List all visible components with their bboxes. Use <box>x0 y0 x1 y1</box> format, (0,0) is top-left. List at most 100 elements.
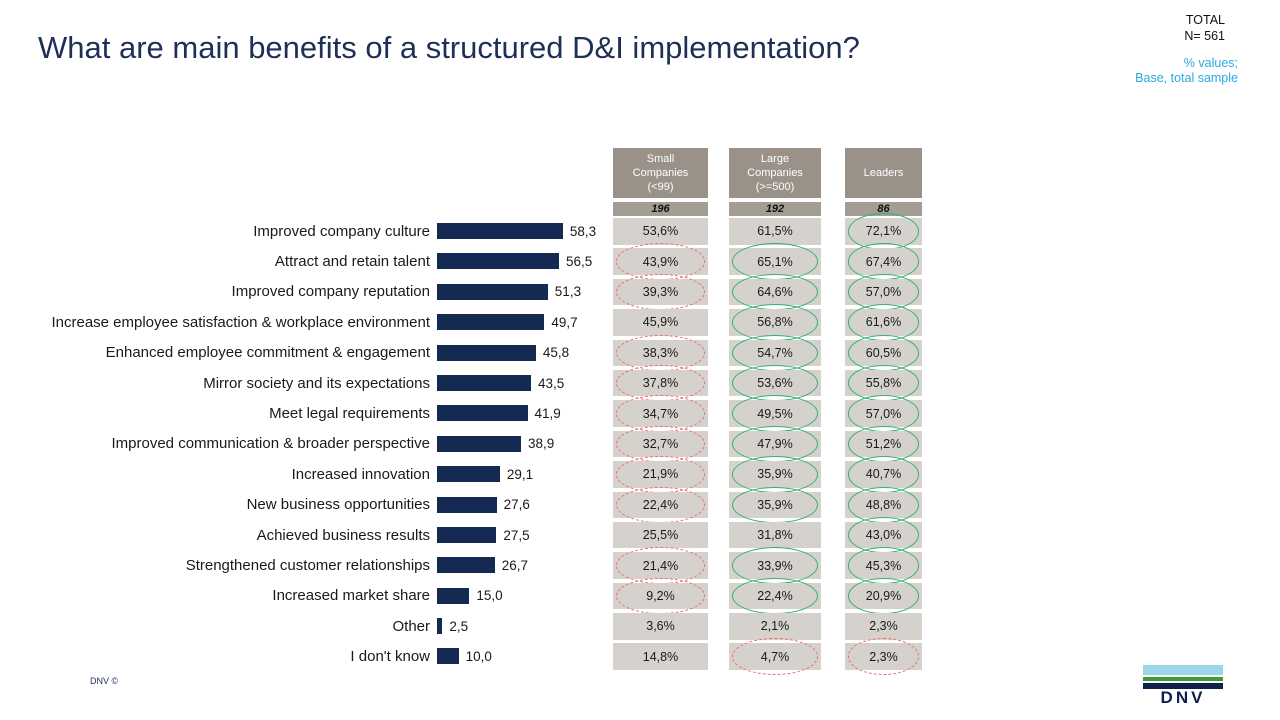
cell-small-companies: 38,3% <box>613 334 708 372</box>
cell-large-value: 35,9% <box>757 467 793 482</box>
cell-large-companies: 54,7% <box>729 334 821 372</box>
total-value-label: 29,1 <box>506 466 534 482</box>
cell-large-value: 4,7% <box>760 649 790 664</box>
note-line-2: Base, total sample <box>1135 71 1238 85</box>
chart-row: Increase employee satisfaction & workpla… <box>0 304 1280 341</box>
cell-small-value: 14,8% <box>642 649 679 664</box>
cell-small-companies: 25,5% <box>613 521 708 549</box>
cell-large-companies: 47,9% <box>729 425 821 463</box>
total-bar <box>437 648 459 665</box>
category-label: Strengthened customer relationships <box>185 556 430 574</box>
total-bar <box>437 496 497 513</box>
category-label: Attract and retain talent <box>274 253 430 271</box>
category-label: Increase employee satisfaction & workpla… <box>51 313 430 331</box>
total-value-label: 49,7 <box>551 314 578 330</box>
cell-leaders-value: 60,5% <box>865 345 902 360</box>
cell-small-value: 3,6% <box>646 619 675 634</box>
cell-large-value: 49,5% <box>757 406 793 421</box>
cell-leaders-value: 2,3% <box>869 649 898 664</box>
cell-small-companies: 21,9% <box>613 456 708 493</box>
dnv-logo: DNV <box>1143 665 1223 707</box>
total-value-label: 45,8 <box>542 345 570 361</box>
cell-small-companies: 9,2% <box>613 577 708 615</box>
category-label: Achieved business results <box>256 526 430 544</box>
cell-leaders: 57,0% <box>845 395 922 432</box>
total-value-label: 38,9 <box>528 436 555 452</box>
chart-row: Increased innovation 29,1 21,9% 35,9% 40… <box>0 456 1280 493</box>
chart-row: Meet legal requirements 41,9 34,7% 49,5%… <box>0 395 1280 432</box>
cell-leaders: 67,4% <box>845 243 922 280</box>
cell-small-companies: 37,8% <box>613 364 708 402</box>
column-n-small-companies: 196 <box>613 202 708 216</box>
total-bar <box>437 526 497 543</box>
category-label: Increased innovation <box>291 465 430 483</box>
total-value-label: 27,6 <box>503 497 530 513</box>
cell-small-companies: 32,7% <box>613 425 708 463</box>
cell-large-companies: 35,9% <box>729 456 821 493</box>
category-label: Improved communication & broader perspec… <box>111 435 431 453</box>
category-label: Other <box>392 617 430 635</box>
cell-large-companies: 56,8% <box>729 304 821 341</box>
total-bar <box>437 587 470 604</box>
cell-leaders: 61,6% <box>845 304 922 341</box>
total-bar <box>437 314 545 331</box>
cell-large-value: 64,6% <box>757 285 793 300</box>
category-label: Meet legal requirements <box>269 405 430 423</box>
cell-small-companies: 3,6% <box>613 613 708 640</box>
cell-large-value: 47,9% <box>757 436 793 451</box>
chart-row: Strengthened customer relationships 26,7… <box>0 547 1280 584</box>
cell-leaders-value: 2,3% <box>869 619 898 634</box>
column-n-leaders: 86 <box>845 202 922 216</box>
cell-large-companies: 31,8% <box>729 521 821 549</box>
cell-large-value: 56,8% <box>757 315 793 330</box>
cell-leaders-value: 40,7% <box>865 467 902 482</box>
logo-bar-lightblue <box>1143 665 1223 675</box>
cell-large-value: 54,7% <box>757 345 793 360</box>
total-bar <box>437 253 559 270</box>
category-label: Mirror society and its expectations <box>203 374 430 392</box>
cell-large-value: 61,5% <box>757 224 793 239</box>
category-label: New business opportunities <box>246 496 430 514</box>
total-bar <box>437 283 548 300</box>
cell-large-companies: 53,6% <box>729 364 821 402</box>
cell-leaders: 20,9% <box>845 577 922 615</box>
cell-leaders: 2,3% <box>845 613 922 640</box>
chart-row: Improved company culture 58,3 53,6% 61,5… <box>0 213 1280 250</box>
cell-leaders-value: 72,1% <box>865 224 902 239</box>
cell-small-value: 21,4% <box>642 558 679 573</box>
category-label: Improved company culture <box>253 222 430 240</box>
cell-small-value: 38,3% <box>642 345 679 360</box>
cell-large-companies: 33,9% <box>729 547 821 584</box>
column-n-large-companies: 192 <box>729 202 821 216</box>
cell-leaders: 45,3% <box>845 547 922 584</box>
chart-row: New business opportunities 27,6 22,4% 35… <box>0 486 1280 524</box>
cell-small-value: 37,8% <box>642 376 679 391</box>
cell-large-companies: 64,6% <box>729 273 821 311</box>
note-line-1: % values; <box>1183 56 1238 70</box>
category-label: Increased market share <box>272 587 430 605</box>
cell-large-value: 53,6% <box>757 376 793 391</box>
cell-small-value: 22,4% <box>642 497 679 512</box>
total-value-label: 27,5 <box>503 527 530 543</box>
total-value-label: 2,5 <box>449 618 469 634</box>
column-header-large-companies: Large Companies (>=500) <box>729 148 821 198</box>
cell-small-companies: 39,3% <box>613 273 708 311</box>
cell-small-value: 21,9% <box>642 467 679 482</box>
cell-small-companies: 22,4% <box>613 486 708 524</box>
cell-leaders: 51,2% <box>845 425 922 463</box>
cell-large-companies: 2,1% <box>729 613 821 640</box>
cell-large-value: 33,9% <box>757 558 793 573</box>
cell-leaders: 57,0% <box>845 273 922 311</box>
total-n: N= 561 <box>1184 28 1225 43</box>
chart-rows: Improved company culture 58,3 53,6% 61,5… <box>0 213 1280 675</box>
total-bar <box>437 557 495 574</box>
category-label: Enhanced employee commitment & engagemen… <box>105 344 430 362</box>
total-bar <box>437 223 563 239</box>
cell-leaders-value: 67,4% <box>865 254 902 269</box>
chart-row: Improved communication & broader perspec… <box>0 425 1280 463</box>
logo-bar-navy <box>1143 682 1223 689</box>
total-value-label: 41,9 <box>534 406 561 422</box>
cell-small-value: 9,2% <box>646 588 675 603</box>
total-value-label: 26,7 <box>501 557 528 573</box>
